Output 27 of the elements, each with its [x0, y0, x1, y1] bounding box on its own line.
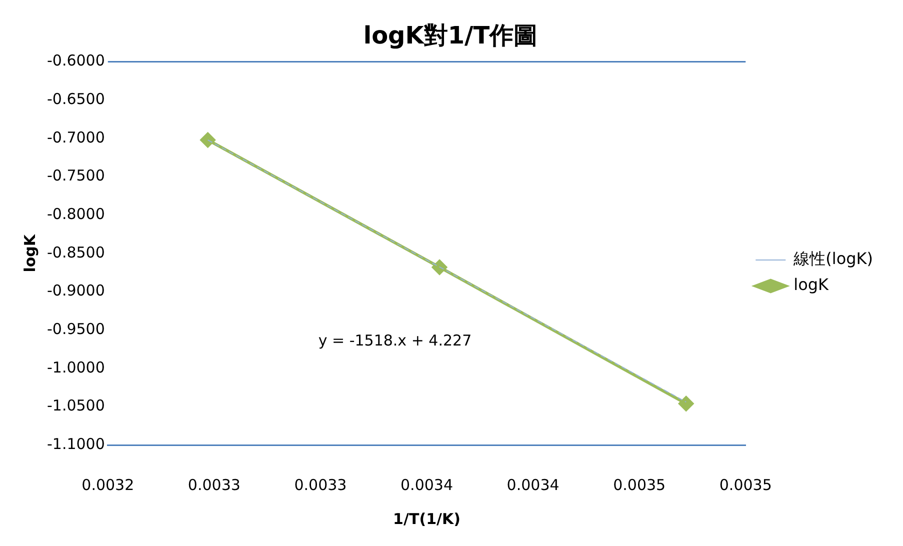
x-tick-label: 0.0032 — [82, 476, 134, 494]
x-axis-title: 1/T(1/K) — [393, 510, 460, 528]
x-tick-label: 0.0035 — [719, 476, 772, 494]
y-tick-label: -0.9000 — [46, 282, 105, 300]
y-tick-label: -0.8000 — [46, 204, 105, 223]
y-tick-label: -0.9500 — [46, 320, 105, 338]
legend-label: logK — [794, 275, 830, 294]
y-tick-label: -1.1000 — [46, 434, 105, 453]
x-tick-label: 0.0033 — [188, 476, 240, 494]
y-tick-label: -0.6500 — [46, 90, 105, 108]
y-tick-label: -0.8500 — [46, 243, 105, 262]
y-axis-title: logK — [20, 233, 39, 272]
x-tick-label: 0.0033 — [294, 476, 347, 494]
y-tick-label: -1.0500 — [46, 396, 105, 415]
point — [678, 396, 694, 412]
y-tick-label: -0.7500 — [46, 166, 105, 185]
x-tick-label: 0.0035 — [613, 476, 666, 494]
point — [432, 260, 448, 275]
x-tick-label: 0.0034 — [400, 476, 454, 494]
x-tick-label: 0.0034 — [506, 476, 560, 494]
legend-label: 線性(logK) — [792, 249, 874, 268]
chart-title: logK對1/T作圖 — [363, 22, 538, 50]
annotation: y = -1518.x + 4.227 — [318, 331, 472, 350]
y-tick-label: -0.7000 — [46, 128, 105, 146]
y-tick-label: -0.6000 — [46, 52, 105, 70]
point — [200, 132, 216, 148]
y-tick-label: -1.0000 — [46, 358, 105, 376]
